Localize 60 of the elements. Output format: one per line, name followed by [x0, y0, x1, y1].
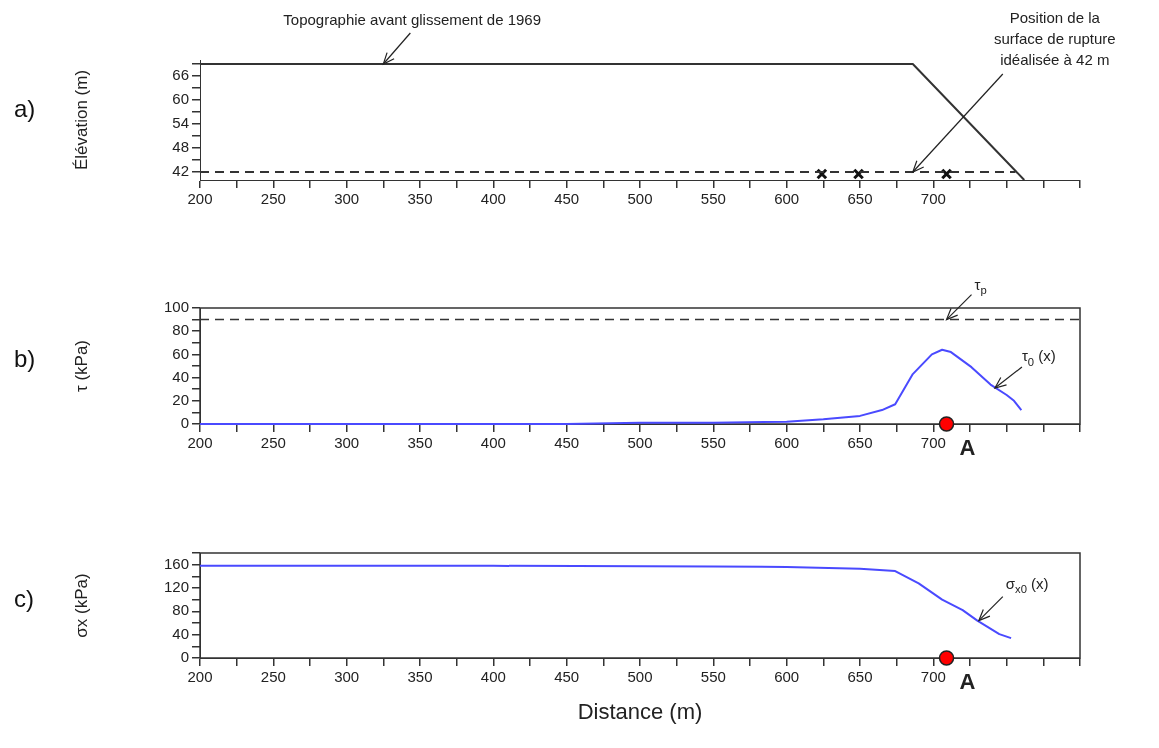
x-tick-label: 550: [700, 190, 726, 208]
y-tick-label: 60: [172, 344, 189, 362]
x-tick-label: 250: [260, 434, 286, 452]
x-tick-label: 350: [407, 668, 433, 686]
x-tick-label: 650: [847, 668, 873, 686]
x-tick-label: 600: [774, 190, 800, 208]
y-tick-label: 20: [172, 390, 189, 408]
y-tick-label: 54: [172, 114, 189, 132]
x-tick-label: 700: [920, 434, 946, 452]
y-tick-label: 160: [163, 554, 189, 572]
x-tick-label: 650: [847, 434, 873, 452]
annotation: A: [959, 669, 976, 694]
x-axis-title: Distance (m): [577, 698, 703, 724]
x-tick-label: 200: [187, 668, 213, 686]
x-tick-label: 450: [554, 668, 580, 686]
x-tick-label: 500: [627, 434, 653, 452]
x-tick-label: 250: [260, 668, 286, 686]
y-axis-title: Élévation (m): [71, 69, 91, 171]
x-tick-label: 300: [334, 190, 360, 208]
text: a): [14, 95, 36, 123]
x-tick-label: 300: [334, 434, 360, 452]
y-tick-label: 0: [180, 648, 189, 666]
x-tick-label: 400: [480, 434, 506, 452]
x-tick-label: 250: [260, 190, 286, 208]
y-axis-title: σx (kPa): [71, 573, 91, 638]
y-tick-label: 0: [180, 414, 189, 432]
x-tick-label: 700: [920, 668, 946, 686]
x-tick-label: 700: [920, 190, 946, 208]
y-tick-label: 120: [163, 578, 189, 596]
annotation: Topographie avant glissement de 1969: [283, 11, 542, 28]
x-tick-label: 600: [774, 668, 800, 686]
y-tick-label: 60: [172, 90, 189, 108]
y-tick-label: 42: [172, 162, 189, 180]
x-tick-label: 400: [480, 190, 506, 208]
y-tick-label: 40: [172, 624, 189, 642]
x-tick-label: 400: [480, 668, 506, 686]
text: c): [14, 585, 34, 613]
x-tick-label: 500: [627, 190, 653, 208]
y-tick-label: 48: [172, 138, 189, 156]
x-tick-label: 450: [554, 434, 580, 452]
y-tick-label: 100: [163, 298, 189, 316]
x-tick-label: 350: [407, 434, 433, 452]
x-tick-label: 450: [554, 190, 580, 208]
x-tick-label: 350: [407, 190, 433, 208]
x-tick-label: 550: [700, 434, 726, 452]
x-tick-label: 600: [774, 434, 800, 452]
x-tick-label: 650: [847, 190, 873, 208]
x-tick-label: 550: [700, 668, 726, 686]
x-tick-label: 500: [627, 668, 653, 686]
y-axis-title: τ (kPa): [71, 339, 91, 393]
annotation: A: [959, 435, 976, 460]
y-tick-label: 66: [172, 66, 189, 84]
y-tick-label: 80: [172, 321, 189, 339]
x-tick-label: 300: [334, 668, 360, 686]
x-tick-label: 200: [187, 190, 213, 208]
annotation: Position de la surface de rupture idéalisée à 42 m: [993, 9, 1116, 68]
x-tick-label: 200: [187, 434, 213, 452]
y-tick-label: 40: [172, 367, 189, 385]
y-tick-label: 80: [172, 601, 189, 619]
text: b): [14, 345, 36, 373]
